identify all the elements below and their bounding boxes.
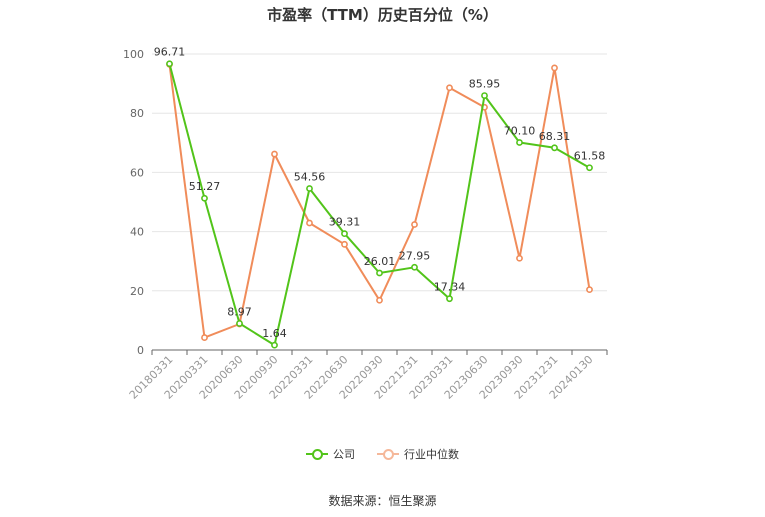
data-point bbox=[411, 263, 418, 271]
y-tick-label: 100 bbox=[123, 48, 144, 61]
data-point bbox=[551, 144, 558, 152]
y-tick-label: 80 bbox=[130, 107, 144, 120]
y-tick-label: 20 bbox=[130, 285, 144, 298]
data-point bbox=[376, 296, 383, 304]
y-tick-label: 60 bbox=[130, 166, 144, 179]
y-tick-label: 40 bbox=[130, 226, 144, 239]
legend-line-marker-icon bbox=[377, 448, 399, 460]
data-point bbox=[201, 194, 208, 202]
data-point bbox=[306, 185, 313, 192]
data-label: 1.64 bbox=[262, 327, 287, 340]
data-point bbox=[586, 164, 593, 172]
data-point bbox=[271, 341, 278, 349]
data-labels: 96.71 51.27 8.97 1.64 54.56 39.31 26.01 27.95 17… bbox=[154, 46, 606, 340]
data-label: 61.58 bbox=[574, 150, 606, 163]
data-label: 96.71 bbox=[154, 46, 186, 59]
data-point bbox=[376, 269, 383, 277]
data-label: 27.95 bbox=[399, 249, 431, 262]
data-point bbox=[446, 295, 453, 303]
data-point bbox=[201, 334, 208, 341]
legend-label-industry: 行业中位数 bbox=[404, 448, 459, 461]
data-point bbox=[166, 60, 173, 68]
data-point bbox=[271, 150, 278, 158]
data-label: 70.10 bbox=[504, 125, 536, 138]
data-label: 26.01 bbox=[364, 255, 396, 268]
data-label: 54.56 bbox=[294, 171, 326, 184]
data-point bbox=[446, 84, 453, 92]
legend-line-marker-icon bbox=[306, 448, 328, 460]
data-point bbox=[236, 320, 243, 327]
y-tick-label: 0 bbox=[137, 344, 144, 357]
chart-title: 市盈率（TTM）历史百分位（%） bbox=[267, 6, 498, 24]
legend-label-company: 公司 bbox=[333, 448, 355, 461]
line-chart: 0204060801002018033120200331202006302020… bbox=[123, 46, 608, 402]
data-label: 85.95 bbox=[469, 78, 501, 91]
grid-lines bbox=[152, 53, 607, 292]
data-point bbox=[516, 254, 523, 262]
axes: 0204060801002018033120200331202006302020… bbox=[123, 48, 608, 402]
data-point bbox=[481, 92, 488, 99]
legend-item-industry[interactable]: 行业中位数 bbox=[377, 446, 459, 462]
data-point bbox=[411, 221, 418, 228]
data-label: 8.97 bbox=[227, 305, 252, 318]
legend-item-company[interactable]: 公司 bbox=[306, 446, 355, 462]
data-point bbox=[341, 230, 348, 238]
data-point bbox=[551, 64, 558, 72]
data-source: 数据来源：恒生聚源 bbox=[328, 494, 437, 508]
data-label: 39.31 bbox=[329, 216, 361, 229]
legend: 公司 行业中位数 bbox=[0, 446, 765, 462]
data-point bbox=[341, 240, 348, 248]
data-label: 17.34 bbox=[434, 281, 466, 294]
data-point bbox=[516, 139, 523, 146]
series-lines bbox=[166, 60, 593, 349]
data-point bbox=[306, 219, 313, 227]
data-point bbox=[586, 286, 593, 294]
data-label: 68.31 bbox=[539, 130, 571, 143]
data-label: 51.27 bbox=[189, 180, 221, 193]
